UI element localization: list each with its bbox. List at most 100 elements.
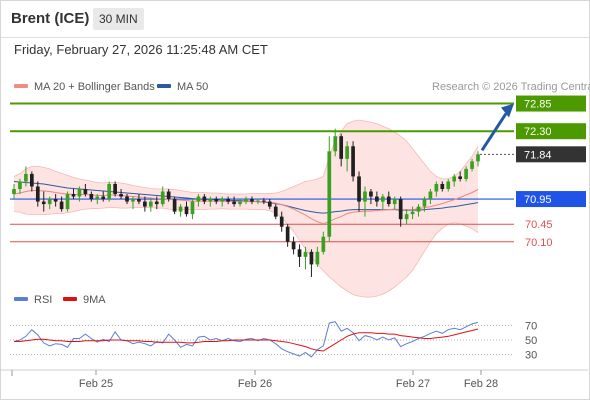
candle-body	[404, 214, 409, 220]
candle-body	[184, 206, 189, 215]
candle	[35, 181, 40, 207]
candle-body	[309, 251, 314, 265]
timestamp: Friday, February 27, 2026 11:25:48 AM CE…	[14, 42, 268, 57]
candle-body	[232, 201, 236, 205]
candle	[238, 199, 242, 207]
candle	[416, 204, 421, 217]
candle-body	[440, 183, 445, 189]
candle	[279, 211, 284, 232]
candle-body	[208, 199, 213, 202]
rsi-ma-line	[14, 328, 479, 352]
candle	[30, 171, 34, 192]
candle	[369, 189, 373, 205]
candle	[470, 158, 474, 172]
candle-body	[143, 201, 147, 207]
candle-body	[446, 181, 451, 189]
candle-body	[238, 201, 242, 205]
candle-body	[279, 216, 284, 227]
candle-body	[464, 168, 468, 179]
candle	[95, 194, 100, 205]
candle-body	[12, 189, 16, 195]
candle	[458, 171, 462, 182]
candle	[297, 244, 302, 267]
candle	[262, 198, 266, 205]
candle	[309, 249, 314, 277]
timeframe-selector[interactable]: 30 MIN	[93, 8, 144, 30]
level-value-box	[516, 191, 586, 208]
rsi-line	[13, 321, 479, 358]
candle-body	[107, 183, 112, 200]
candle-body	[470, 161, 474, 169]
candle-body	[89, 194, 94, 200]
candle-body	[65, 194, 70, 210]
candle	[440, 181, 445, 192]
candle	[59, 196, 64, 212]
header-bar: Brent (ICE) 30 MIN	[1, 1, 589, 38]
candle	[232, 196, 236, 207]
level-value-text: 72.85	[524, 99, 552, 111]
candle-body	[345, 146, 349, 159]
candle	[148, 199, 153, 212]
candle	[422, 196, 427, 212]
candle	[404, 209, 409, 225]
candle-body	[148, 201, 153, 207]
candle	[464, 166, 468, 182]
candle-body	[339, 136, 344, 159]
candle-body	[202, 196, 207, 202]
rsi-swatch	[14, 297, 28, 302]
candle-body	[256, 200, 260, 202]
candle-body	[18, 181, 22, 189]
candle-body	[422, 199, 427, 207]
level-value-box	[516, 146, 586, 163]
candle-body	[166, 191, 171, 200]
candle-body	[392, 199, 397, 205]
candle-body	[160, 191, 165, 205]
legend-rsi-ma-label: 9MA	[83, 294, 106, 306]
candle-body	[428, 191, 433, 200]
candle	[47, 196, 52, 210]
candle	[83, 183, 88, 197]
candle	[386, 191, 391, 207]
rsi-tick-label: 50	[525, 335, 537, 347]
candle-body	[452, 176, 457, 182]
candle	[41, 191, 46, 212]
candle-body	[178, 206, 183, 212]
candle	[321, 231, 326, 255]
candle-body	[190, 201, 195, 215]
candle-body	[380, 196, 385, 202]
candle-body	[83, 189, 88, 195]
candle	[166, 189, 171, 202]
candle-body	[321, 236, 326, 252]
candle-body	[291, 241, 296, 250]
candle-body	[357, 176, 361, 202]
candle-body	[410, 211, 415, 215]
level-label-support-4: 70.45	[525, 219, 553, 231]
candle	[160, 186, 165, 207]
candle	[375, 191, 379, 207]
candle-body	[458, 176, 462, 179]
candle	[351, 141, 355, 182]
candle	[333, 128, 338, 157]
candle-body	[386, 196, 391, 205]
candle	[410, 206, 415, 220]
candle	[71, 189, 76, 200]
candle-body	[297, 249, 302, 257]
candle-body	[131, 199, 135, 202]
candle	[363, 186, 367, 217]
candle	[131, 196, 135, 210]
candle	[101, 191, 106, 202]
forecast-arrow-shaft	[480, 112, 508, 152]
candle-body	[398, 199, 403, 220]
candle	[398, 196, 403, 227]
candle-body	[35, 186, 40, 202]
legend-rsi-ma: 9MA	[63, 294, 106, 306]
candle-body	[226, 199, 230, 202]
candle-body	[369, 191, 373, 197]
instrument-title: Brent (ICE)	[11, 10, 90, 27]
candle-body	[59, 201, 64, 210]
candle	[345, 141, 349, 172]
legend-rsi: RSI	[14, 294, 52, 306]
candle	[446, 178, 451, 192]
candle-body	[285, 226, 290, 242]
